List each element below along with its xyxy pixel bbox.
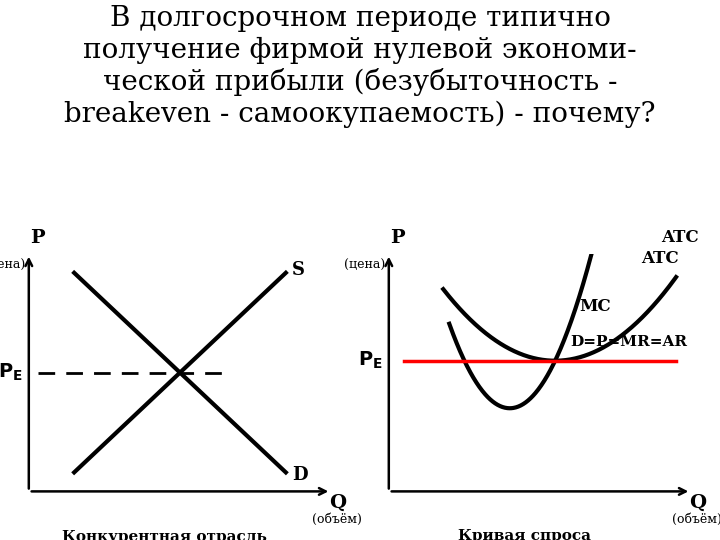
- Text: $\mathbf{P_E}$: $\mathbf{P_E}$: [358, 350, 383, 372]
- Text: ATC: ATC: [642, 250, 679, 267]
- Text: P: P: [390, 228, 405, 247]
- Text: Конкурентная отрасль: Конкурентная отрасль: [63, 530, 267, 540]
- Text: MC: MC: [580, 298, 611, 315]
- Text: Q: Q: [329, 494, 346, 512]
- Text: (объём): (объём): [672, 514, 720, 526]
- Text: (объём): (объём): [312, 514, 362, 526]
- Text: Q: Q: [689, 494, 706, 512]
- Text: Кривая спроса: Кривая спроса: [459, 529, 591, 540]
- Text: ATC: ATC: [661, 229, 698, 246]
- Text: $\mathbf{P_E}$: $\mathbf{P_E}$: [0, 362, 23, 383]
- Text: D: D: [292, 466, 307, 484]
- Text: P: P: [30, 228, 45, 247]
- Text: D=P=MR=AR: D=P=MR=AR: [570, 335, 687, 349]
- Text: (цена): (цена): [344, 259, 385, 272]
- Text: В долгосрочном периоде типично
получение фирмой нулевой экономи-
ческой прибыли : В долгосрочном периоде типично получение…: [64, 5, 656, 128]
- Text: (цена): (цена): [0, 259, 25, 272]
- Text: S: S: [292, 261, 305, 279]
